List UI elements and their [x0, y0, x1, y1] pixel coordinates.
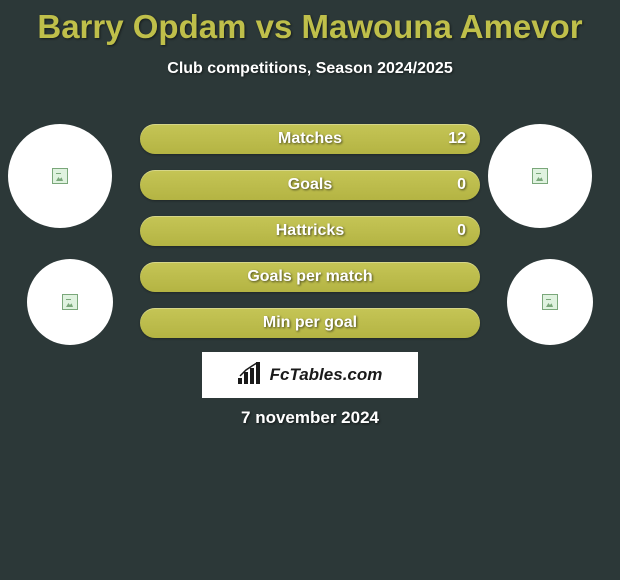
stat-label: Min per goal — [140, 308, 480, 338]
stat-row: Min per goal — [140, 308, 480, 338]
stat-value-right: 0 — [457, 216, 466, 246]
stat-label: Goals per match — [140, 262, 480, 292]
broken-image-icon — [62, 294, 78, 310]
stat-row: Goals per match — [140, 262, 480, 292]
stat-label: Hattricks — [140, 216, 480, 246]
stat-row: Matches 12 — [140, 124, 480, 154]
player1-avatar — [8, 124, 112, 228]
broken-image-icon — [52, 168, 68, 184]
page-subtitle: Club competitions, Season 2024/2025 — [0, 46, 620, 78]
player2-club-logo — [507, 259, 593, 345]
player1-club-logo — [27, 259, 113, 345]
stat-row: Goals 0 — [140, 170, 480, 200]
stat-label: Matches — [140, 124, 480, 154]
stat-value-right: 12 — [448, 124, 466, 154]
stats-container: Matches 12 Goals 0 Hattricks 0 Goals per… — [140, 124, 480, 354]
date-label: 7 november 2024 — [0, 408, 620, 428]
stat-label: Goals — [140, 170, 480, 200]
barchart-icon — [238, 362, 264, 389]
broken-image-icon — [532, 168, 548, 184]
stat-value-right: 0 — [457, 170, 466, 200]
player2-avatar — [488, 124, 592, 228]
stat-row: Hattricks 0 — [140, 216, 480, 246]
broken-image-icon — [542, 294, 558, 310]
site-logo-text: FcTables.com — [270, 365, 383, 385]
page-title: Barry Opdam vs Mawouna Amevor — [0, 0, 620, 46]
site-logo: FcTables.com — [202, 352, 418, 398]
